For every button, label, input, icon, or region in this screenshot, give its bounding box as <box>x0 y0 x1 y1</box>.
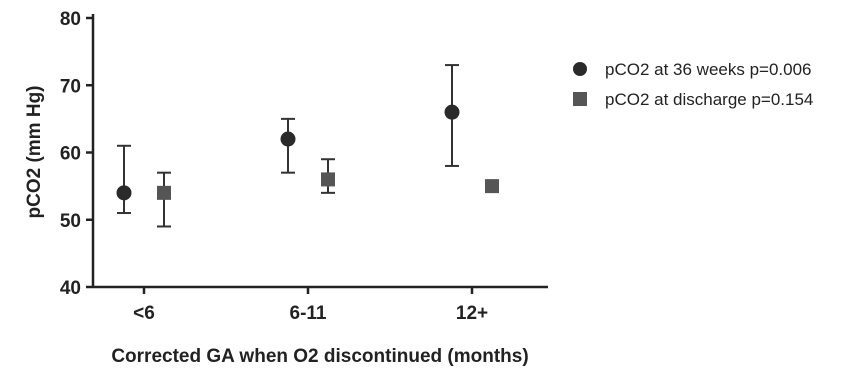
y-ticks: 40 50 60 70 80 <box>60 9 93 299</box>
data-marks <box>116 64 499 228</box>
data-point-circle <box>280 131 296 147</box>
y-tick-label: 80 <box>60 9 81 30</box>
y-tick-label: 60 <box>60 144 81 165</box>
data-point-square <box>321 172 335 187</box>
legend-marker-square <box>573 92 587 106</box>
x-ticks: <6 6-11 12+ <box>133 287 488 324</box>
axes <box>91 14 548 289</box>
data-point-circle <box>116 185 132 201</box>
legend-label: pCO2 at discharge p=0.154 <box>605 90 813 109</box>
x-tick-label: <6 <box>133 303 155 324</box>
x-tick-label: 6-11 <box>290 303 327 324</box>
legend-label: pCO2 at 36 weeks p=0.006 <box>605 60 812 79</box>
data-point-square <box>157 185 171 200</box>
y-axis-title: pCO2 (mm Hg) <box>24 86 45 219</box>
x-axis-title: Corrected GA when O2 discontinued (month… <box>111 346 528 367</box>
data-point-circle <box>444 104 460 120</box>
y-tick-label: 50 <box>60 211 81 232</box>
legend: pCO2 at 36 weeks p=0.006 pCO2 at discharg… <box>573 60 813 109</box>
legend-marker-circle <box>573 62 587 76</box>
data-point-square <box>485 179 499 194</box>
y-tick-label: 70 <box>60 76 81 97</box>
y-tick-label: 40 <box>60 278 81 299</box>
x-tick-label: 12+ <box>456 303 488 324</box>
